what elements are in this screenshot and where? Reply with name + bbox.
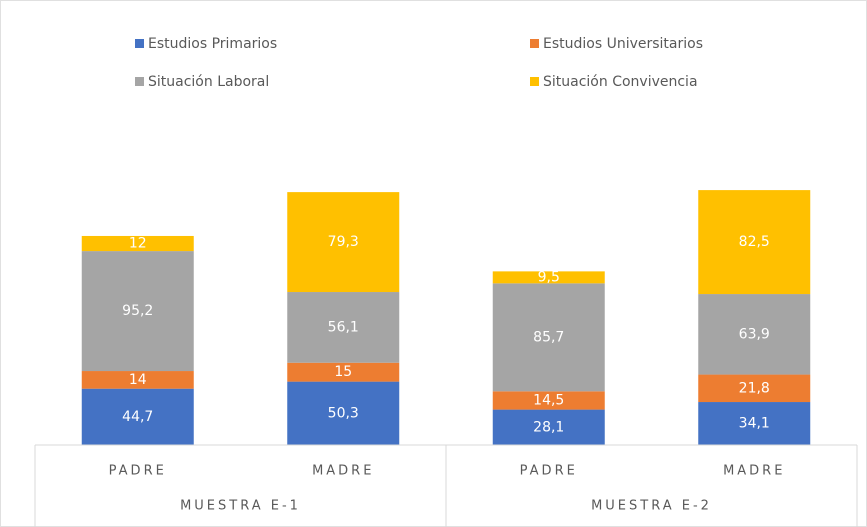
legend-swatch (530, 39, 539, 48)
group-label: MUESTRA E-2 (591, 499, 712, 514)
data-label: 63,9 (739, 326, 770, 342)
bar-segment (81, 388, 194, 445)
legend-swatch (530, 77, 539, 86)
bar-segment (287, 192, 400, 293)
data-label: 21,8 (739, 380, 770, 396)
bar-segment (492, 391, 605, 410)
data-label: 12 (129, 236, 147, 252)
data-label: 28,1 (533, 419, 564, 435)
x-tick-label: MADRE (312, 464, 374, 479)
x-tick-label: MADRE (723, 464, 785, 479)
bar-segment (287, 292, 400, 363)
data-label: 56,1 (328, 319, 359, 335)
x-tick-label: PADRE (109, 464, 167, 479)
data-label: 15 (334, 364, 352, 380)
bar-segment (81, 235, 194, 252)
bar-segment (698, 294, 811, 375)
bar-segment (287, 362, 400, 382)
data-label: 95,2 (122, 303, 153, 319)
data-label: 85,7 (533, 329, 564, 345)
bar-segment (492, 283, 605, 392)
bar-segment (287, 381, 400, 445)
data-label: 14 (129, 372, 147, 388)
bar-segment (698, 374, 811, 403)
legend-label: Situación Laboral (148, 74, 269, 90)
data-label: 9,5 (538, 269, 560, 285)
group-label: MUESTRA E-1 (180, 499, 301, 514)
legend-label: Situación Convivencia (543, 74, 698, 90)
bar-segment (492, 409, 605, 445)
bar-segment (698, 402, 811, 445)
data-label: 34,1 (739, 416, 770, 432)
data-label: 44,7 (122, 409, 153, 425)
data-label: 50,3 (328, 405, 359, 421)
legend-swatch (135, 77, 144, 86)
bar-segment (81, 251, 194, 372)
data-label: 79,3 (328, 234, 359, 250)
bar-segment (698, 190, 811, 295)
legend-label: Estudios Universitarios (543, 36, 703, 52)
bar-segment (492, 271, 605, 284)
bar-segment (81, 371, 194, 389)
data-label: 14,5 (533, 392, 564, 408)
legend-label: Estudios Primarios (148, 36, 277, 52)
legend-swatch (135, 39, 144, 48)
x-tick-label: PADRE (520, 464, 578, 479)
data-label: 82,5 (739, 234, 770, 250)
